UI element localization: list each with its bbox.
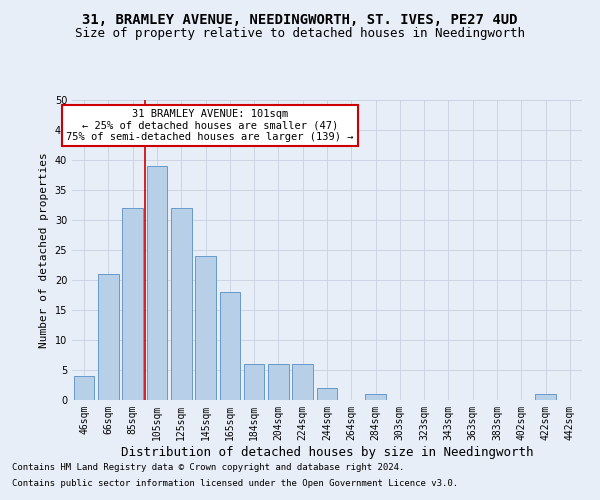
Text: Contains public sector information licensed under the Open Government Licence v3: Contains public sector information licen…	[12, 478, 458, 488]
Bar	[317, 388, 337, 400]
Bar	[74, 376, 94, 400]
Bar	[98, 274, 119, 400]
X-axis label: Distribution of detached houses by size in Needingworth: Distribution of detached houses by size …	[121, 446, 533, 458]
Y-axis label: Number of detached properties: Number of detached properties	[39, 152, 49, 348]
Bar	[292, 364, 313, 400]
Text: Contains HM Land Registry data © Crown copyright and database right 2024.: Contains HM Land Registry data © Crown c…	[12, 464, 404, 472]
Bar	[195, 256, 216, 400]
Bar	[122, 208, 143, 400]
Bar	[535, 394, 556, 400]
Bar	[244, 364, 265, 400]
Bar	[146, 166, 167, 400]
Bar	[220, 292, 240, 400]
Bar	[268, 364, 289, 400]
Text: 31 BRAMLEY AVENUE: 101sqm
← 25% of detached houses are smaller (47)
75% of semi-: 31 BRAMLEY AVENUE: 101sqm ← 25% of detac…	[66, 109, 353, 142]
Bar	[365, 394, 386, 400]
Text: 31, BRAMLEY AVENUE, NEEDINGWORTH, ST. IVES, PE27 4UD: 31, BRAMLEY AVENUE, NEEDINGWORTH, ST. IV…	[82, 12, 518, 26]
Bar	[171, 208, 191, 400]
Text: Size of property relative to detached houses in Needingworth: Size of property relative to detached ho…	[75, 28, 525, 40]
